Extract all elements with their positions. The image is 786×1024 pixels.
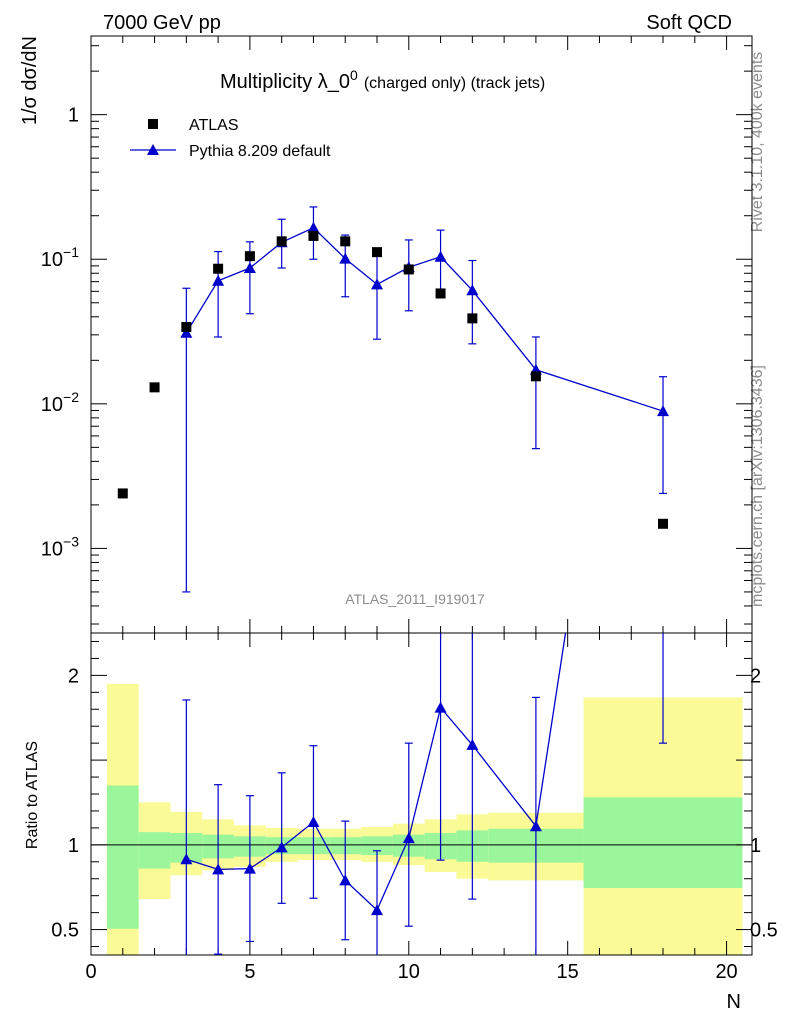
legend-pythia-marker <box>147 144 159 155</box>
ratio-y-tick-label-left: 2 <box>68 665 79 687</box>
atlas-data-point <box>181 321 192 332</box>
plot-title-superscript: 0 <box>350 67 358 83</box>
y-tick-base: 10 <box>41 394 63 416</box>
plot-title: Multiplicity λ_00 (charged only) (track j… <box>220 67 545 93</box>
y-tick-base: 10 <box>41 538 63 560</box>
ratio-data-point <box>402 832 415 844</box>
atlas-data-point <box>308 230 319 241</box>
legend: ATLAS Pythia 8.209 default <box>130 117 331 160</box>
ratio-y-tick-label-left: 0.5 <box>51 920 79 942</box>
pythia-data-point <box>243 261 256 273</box>
ratio-y-tick-label-right: 2 <box>750 665 761 687</box>
pythia-data-point <box>371 278 384 290</box>
y-tick-exponent: −2 <box>63 389 79 405</box>
pythia-data-point <box>339 252 352 264</box>
y-tick-label: 10−1 <box>41 244 79 271</box>
atlas-data-point <box>149 382 160 393</box>
plot-title-suffix: (charged only) (track jets) <box>364 75 545 92</box>
ratio-data-point <box>307 815 320 827</box>
ratio-data-point <box>339 874 352 886</box>
ratio-data-point <box>275 841 288 853</box>
x-tick-label: 5 <box>244 961 255 983</box>
pythia-data-point <box>657 405 670 417</box>
pythia-data-point <box>466 284 479 296</box>
pythia-series-line <box>185 227 664 412</box>
y-tick-base: 1 <box>68 105 79 127</box>
ratio-data-point <box>243 862 256 874</box>
atlas-data-point <box>467 313 478 324</box>
x-tick-label: 0 <box>85 961 96 983</box>
plot-title-main: Multiplicity λ_0 <box>220 71 350 93</box>
stat-uncertainty-band <box>361 836 393 856</box>
ratio-y-tick-label-right: 1 <box>750 835 761 857</box>
mcplots-label: mcplots.cern.ch [arXiv:1306.3436] <box>749 365 766 607</box>
legend-atlas-label: ATLAS <box>189 117 239 134</box>
y-tick-label: 10−2 <box>41 389 79 416</box>
ratio-uncertainty-bands <box>106 683 743 955</box>
pythia-data-point <box>180 326 193 338</box>
header-energy-label: 7000 GeV pp <box>103 12 221 34</box>
main-axis-ticks: 10−310−210−11 <box>41 36 752 633</box>
stat-uncertainty-band <box>138 832 171 869</box>
x-tick-label: 20 <box>715 961 737 983</box>
pythia-data-point <box>434 250 447 262</box>
main-y-axis-title: 1/σ dσ/dN <box>19 36 41 125</box>
header-process-label: Soft QCD <box>646 12 732 34</box>
svg-text:Multiplicity λ_00(charged only: Multiplicity λ_00 (charged only) (track j… <box>220 67 545 93</box>
legend-atlas-marker <box>148 119 158 129</box>
y-tick-label: 10−3 <box>41 533 79 560</box>
ratio-series-line <box>186 633 567 912</box>
stat-uncertainty-band <box>583 797 743 889</box>
ratio-data-point <box>180 853 193 865</box>
atlas-data-point <box>117 488 128 499</box>
rivet-version-label: Rivet 3.1.10, 400k events <box>749 52 766 233</box>
x-tick-label: 10 <box>398 961 420 983</box>
pythia-data-point <box>212 274 225 286</box>
y-tick-base: 10 <box>41 249 63 271</box>
legend-pythia-label: Pythia 8.209 default <box>189 143 331 160</box>
ratio-data-marks <box>180 633 668 955</box>
analysis-label: ATLAS_2011_I919017 <box>345 591 485 607</box>
ratio-y-axis-title: Ratio to ATLAS <box>24 741 41 849</box>
ratio-y-tick-label-right: 0.5 <box>750 920 778 942</box>
atlas-data-point <box>276 236 287 247</box>
atlas-data-point <box>530 371 541 382</box>
y-tick-exponent: −1 <box>63 244 79 260</box>
y-tick-exponent: −3 <box>63 533 79 549</box>
atlas-data-point <box>340 236 351 247</box>
atlas-data-point <box>403 264 414 275</box>
atlas-data-point <box>372 247 383 258</box>
pythia-data-point <box>307 221 320 233</box>
ratio-y-tick-label-left: 1 <box>68 835 79 857</box>
ratio-data-point <box>434 701 447 713</box>
ratio-data-point <box>212 863 225 875</box>
x-tick-label: 15 <box>557 961 579 983</box>
x-axis-title: N <box>727 991 741 1013</box>
ratio-data-point <box>466 738 479 750</box>
ratio-data-point <box>529 820 542 832</box>
atlas-data-point <box>213 263 224 274</box>
stat-uncertainty-band <box>106 785 139 929</box>
atlas-data-point <box>658 518 669 529</box>
atlas-data-point <box>244 251 255 262</box>
main-data-marks <box>117 206 670 593</box>
y-tick-label: 1 <box>68 105 79 127</box>
ratio-axis-ticks: 0 5 10 15 20 0.5 0.5 1 1 2 2 <box>51 633 778 983</box>
atlas-data-point <box>435 288 446 299</box>
ratio-clipped-marks <box>180 633 668 955</box>
ratio-data-point <box>371 904 384 916</box>
